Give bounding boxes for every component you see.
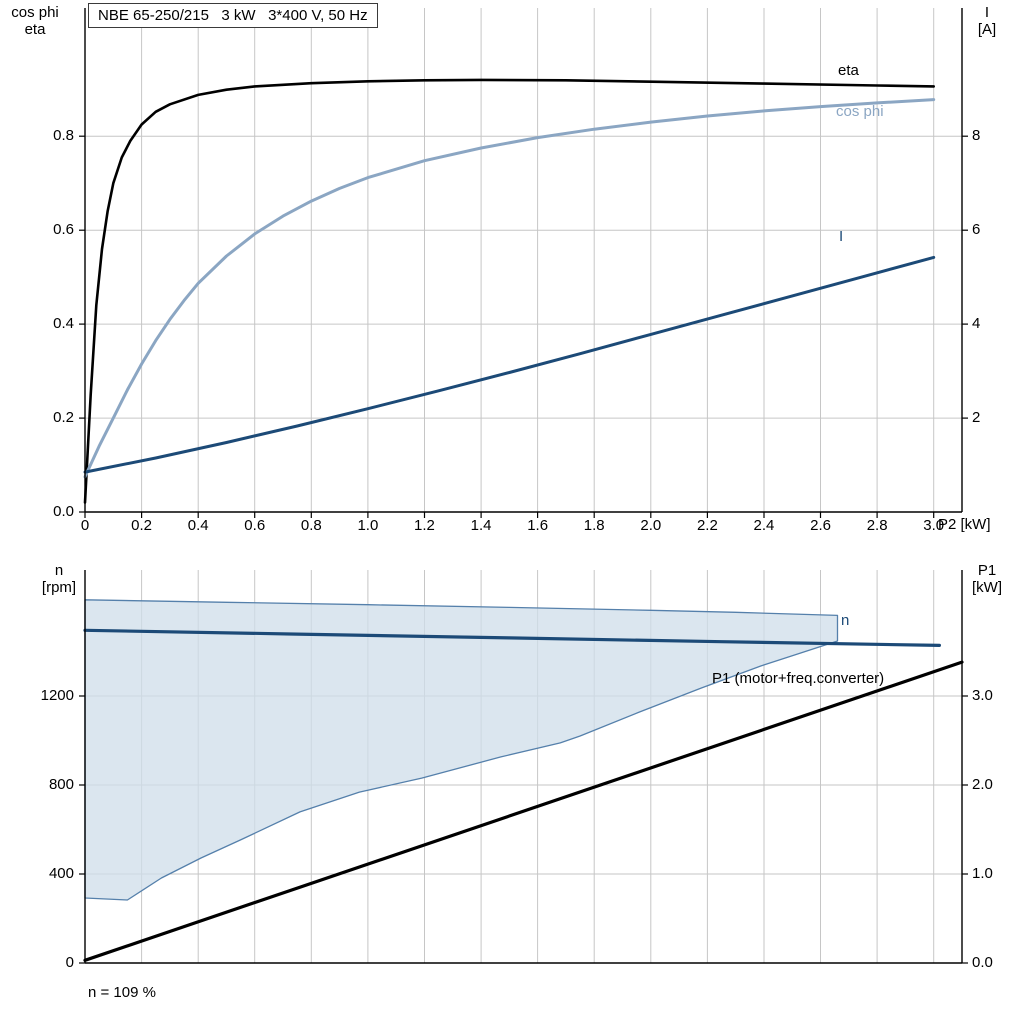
bottom-left-axis-title: n [rpm] <box>26 562 92 596</box>
series-label-cos-phi: cos phi <box>836 103 884 120</box>
series-label-current: I <box>839 228 844 245</box>
series-label-speed: n <box>841 612 850 629</box>
axis-title-speed-unit: [rpm] <box>41 579 77 596</box>
p1-curve <box>83 660 964 962</box>
top-right-axis-title: I [A] <box>958 4 1016 38</box>
axis-title-current: I <box>984 4 990 21</box>
series-label-eta: eta <box>838 62 859 79</box>
series-label-p1: P1 (motor+freq.converter) <box>712 670 885 687</box>
speed-percentage-note: n = 109 % <box>88 984 156 1001</box>
bottom-right-axis-title: P1 [kW] <box>956 562 1018 596</box>
top-left-axis-title: cos phi eta <box>2 4 68 38</box>
current-curve <box>83 255 936 474</box>
eta-curve <box>83 78 935 504</box>
x-axis-title: P2 [kW] <box>938 516 991 533</box>
axis-title-speed: n <box>54 562 64 579</box>
axis-title-cos-phi: cos phi <box>11 4 59 21</box>
axis-title-current-unit: [A] <box>977 21 997 38</box>
cos_phi-curve <box>83 98 936 479</box>
chart-title-box: NBE 65-250/215 3 kW 3*400 V, 50 Hz <box>88 3 378 28</box>
speed-operating-range <box>84 599 839 901</box>
axis-title-p1: P1 <box>977 562 997 579</box>
axis-title-p1-unit: [kW] <box>972 579 1002 596</box>
axis-title-eta: eta <box>24 21 46 38</box>
speed-curve <box>83 628 941 647</box>
